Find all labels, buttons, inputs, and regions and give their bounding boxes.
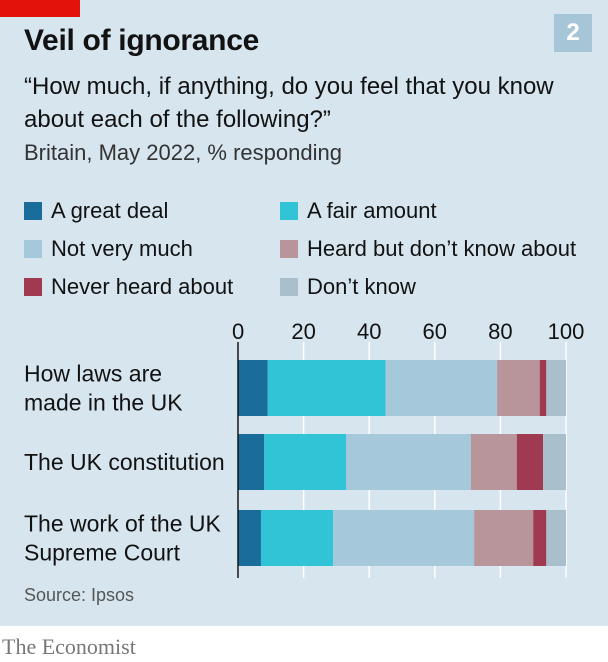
chart-card: Veil of ignorance 2 “How much, if anythi… (0, 0, 608, 626)
chart-subtitle: “How much, if anything, do you feel that… (24, 73, 554, 133)
bar-segment (346, 434, 471, 490)
legend-item-dont-know: Don’t know (280, 274, 416, 300)
bar-segment (546, 510, 566, 566)
bar-segment (543, 434, 566, 490)
chart-note: Britain, May 2022, % responding (24, 140, 342, 165)
bar-segment (546, 360, 566, 416)
legend-label: Never heard about (51, 274, 234, 299)
legend-swatch (24, 202, 42, 220)
bar-segment (333, 510, 475, 566)
category-label: How laws are (24, 361, 162, 387)
x-tick-label: 80 (488, 319, 512, 344)
legend-item-great-deal: A great deal (24, 198, 168, 224)
legend-label: A great deal (51, 198, 169, 223)
bar-segment (470, 434, 517, 490)
bar-segment (260, 510, 334, 566)
x-tick-label: 100 (548, 319, 585, 344)
bar-segment (516, 434, 544, 490)
bar-segment (533, 510, 547, 566)
category-label: The work of the UK (24, 511, 222, 537)
stacked-bar-chart: 0 20 40 60 80 100 How laws are made in the UK Th… (24, 319, 585, 578)
bar-segment (385, 360, 498, 416)
source-note: Source: Ipsos (24, 585, 135, 605)
x-tick-label: 60 (423, 319, 447, 344)
bar-segment (267, 360, 386, 416)
x-tick-label: 0 (232, 319, 244, 344)
legend-swatch (24, 240, 42, 258)
bar-segment (238, 510, 261, 566)
bar-segment (264, 434, 347, 490)
x-tick-label: 20 (291, 319, 315, 344)
legend-item-never-heard: Never heard about (24, 274, 233, 300)
legend-swatch (280, 202, 298, 220)
legend-item-heard-but-dont-know: Heard but don’t know about (280, 236, 576, 262)
legend-label: Don’t know (307, 274, 416, 299)
x-tick-label: 40 (357, 319, 381, 344)
bar-segment (238, 434, 265, 490)
legend-item-not-very-much: Not very much (24, 236, 193, 262)
bar-segment (238, 360, 268, 416)
category-label: made in the UK (24, 390, 183, 416)
bar-segment (497, 360, 540, 416)
bar-segment (539, 360, 547, 416)
legend-label: Heard but don’t know about (307, 236, 577, 261)
legend-label: A fair amount (307, 198, 437, 223)
brand-wordmark: The Economist (2, 634, 136, 659)
bar-segment (474, 510, 534, 566)
legend-item-fair-amount: A fair amount (280, 198, 437, 224)
category-label: Supreme Court (24, 540, 181, 566)
legend-swatch (280, 240, 298, 258)
legend-swatch (24, 278, 42, 296)
legend-label: Not very much (51, 236, 193, 261)
brand-red-bar (0, 0, 80, 17)
chart-number-badge: 2 (554, 14, 592, 52)
category-label: The UK constitution (24, 449, 225, 475)
chart-title: Veil of ignorance (24, 24, 259, 57)
legend-swatch (280, 278, 298, 296)
